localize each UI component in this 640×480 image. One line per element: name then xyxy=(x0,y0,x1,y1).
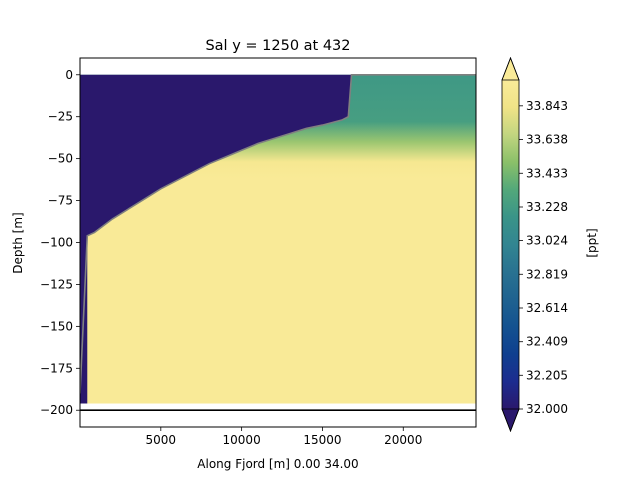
chart-title: Sal y = 1250 at 432 xyxy=(205,38,350,54)
colorbar-label: [ppt] xyxy=(585,228,599,257)
y-tick-label: −200 xyxy=(40,403,73,417)
colorbar-tick-label: 33.024 xyxy=(526,234,568,248)
colorbar-ticks: 32.000 32.205 32.409 32.614 32.819 33.024 33.2… xyxy=(519,99,568,416)
y-tick-label: −75 xyxy=(48,194,73,208)
colorbar-tick-label: 33.228 xyxy=(526,200,568,214)
colorbar-tick-label: 32.614 xyxy=(526,301,568,315)
x-axis-label: Along Fjord [m] 0.00 34.00 xyxy=(197,457,358,471)
colorbar-tick-label: 33.843 xyxy=(526,99,568,113)
x-axis-ticks: 5000 10000 15000 20000 xyxy=(146,427,422,447)
colorbar-tick-label: 33.433 xyxy=(526,166,568,180)
colorbar: 32.000 32.205 32.409 32.614 32.819 33.024 33.2… xyxy=(501,56,599,433)
colorbar-extend-min xyxy=(501,408,520,433)
x-tick-label: 20000 xyxy=(384,433,422,447)
colorbar-tick-label: 32.819 xyxy=(526,267,568,281)
x-tick-label: 10000 xyxy=(223,433,261,447)
y-tick-label: −175 xyxy=(40,361,73,375)
x-tick-label: 5000 xyxy=(146,433,177,447)
y-tick-label: −150 xyxy=(40,319,73,333)
y-axis-label: Depth [m] xyxy=(11,212,25,273)
y-tick-label: −25 xyxy=(48,110,73,124)
colorbar-extend-max xyxy=(501,56,520,81)
colorbar-tick-label: 32.000 xyxy=(526,402,568,416)
colorbar-tick-label: 33.638 xyxy=(526,133,568,147)
colorbar-body xyxy=(502,80,519,409)
boundary-line xyxy=(80,73,476,394)
y-tick-label: −125 xyxy=(40,277,73,291)
x-tick-label: 15000 xyxy=(303,433,341,447)
plot-area xyxy=(80,58,476,427)
colorbar-tick-label: 32.205 xyxy=(526,368,568,382)
y-tick-label: −100 xyxy=(40,236,73,250)
freshwater-region xyxy=(80,74,352,404)
y-tick-label: 0 xyxy=(65,68,73,82)
y-axis-ticks: 0 −25 −50 −75 −100 −125 −150 −175 −200 xyxy=(40,68,80,417)
colorbar-tick-label: 32.409 xyxy=(526,335,568,349)
y-tick-label: −50 xyxy=(48,152,73,166)
